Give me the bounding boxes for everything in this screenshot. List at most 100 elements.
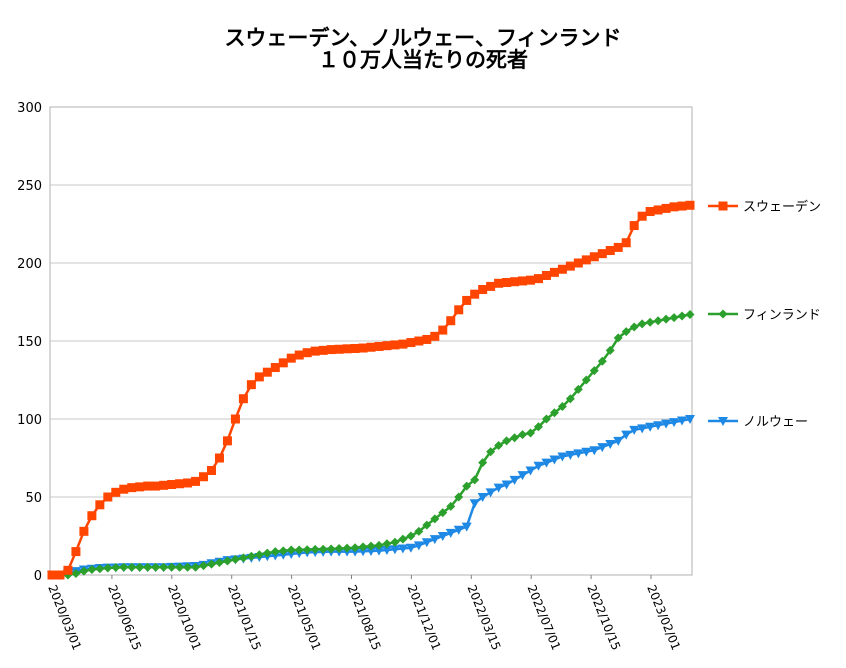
chart-title-line-2: １０万人当たりの死者 [318, 48, 528, 72]
data-point [462, 481, 472, 491]
data-point [167, 562, 177, 572]
data-point [589, 366, 599, 376]
legend-label: フィンランド [743, 308, 821, 323]
data-point [199, 561, 209, 571]
data-point [143, 562, 153, 572]
data-point [454, 492, 464, 502]
legend-entry: スウェーデン [708, 199, 821, 215]
data-point [645, 317, 655, 327]
x-axis-ticks: 2020/03/01 2020/06/15 2020/10/01 2021/01/15… [45, 575, 683, 652]
data-point [430, 331, 440, 341]
data-point [238, 553, 248, 563]
data-point [486, 281, 496, 291]
data-point [549, 408, 559, 418]
data-point [406, 338, 416, 348]
data-point [390, 537, 400, 547]
data-point [637, 319, 647, 329]
data-point [581, 447, 592, 457]
data-point [95, 564, 105, 574]
data-point [214, 558, 224, 568]
data-point [87, 511, 97, 521]
data-point [63, 565, 73, 575]
data-point [191, 562, 201, 572]
data-point [573, 258, 583, 268]
data-point [502, 436, 512, 446]
data-point [573, 449, 584, 459]
data-point [286, 353, 296, 363]
data-point [430, 514, 440, 524]
data-point [199, 472, 209, 482]
data-point [605, 246, 615, 256]
data-point [302, 545, 312, 555]
data-point [389, 545, 400, 555]
data-point [645, 207, 655, 217]
data-point [470, 289, 480, 299]
data-point [382, 539, 392, 549]
data-point [151, 481, 161, 491]
x-tick-label: 2022/03/15 [465, 583, 504, 652]
data-point [557, 402, 567, 412]
data-point [397, 544, 408, 554]
data-point [159, 480, 169, 490]
data-point [549, 267, 559, 277]
data-point [167, 480, 177, 490]
data-point [302, 348, 312, 358]
legend-label: ノルウェー [743, 415, 808, 430]
series-group [47, 200, 695, 580]
y-axis-ticks: 0 50 100 150 200 250 300 [17, 101, 42, 584]
y-tick-label: 150 [17, 335, 42, 350]
data-point [79, 526, 89, 536]
data-point [175, 562, 185, 572]
data-point [653, 421, 664, 431]
data-point [71, 568, 81, 578]
data-point [469, 499, 480, 509]
data-point [526, 428, 535, 438]
data-point [669, 418, 680, 428]
data-point [47, 570, 57, 580]
data-point [183, 562, 193, 572]
data-point [677, 311, 687, 321]
data-point [381, 546, 392, 556]
data-point [462, 295, 472, 305]
data-point [318, 345, 328, 355]
data-point [405, 543, 416, 553]
data-point [629, 221, 639, 231]
data-point [151, 562, 161, 572]
data-point [613, 436, 624, 446]
data-point [573, 384, 583, 394]
data-point [262, 548, 272, 558]
data-point [278, 358, 288, 368]
data-point [398, 534, 408, 544]
data-point [230, 414, 240, 424]
y-tick-label: 100 [17, 413, 42, 428]
data-point [454, 305, 464, 315]
data-point [605, 345, 615, 355]
data-point [366, 342, 376, 352]
data-point [390, 340, 400, 350]
data-point [485, 488, 496, 498]
data-point [557, 264, 567, 274]
data-point [119, 484, 129, 494]
legend-swatch-marker [718, 417, 728, 426]
data-point [159, 562, 169, 572]
x-tick-label: 2020/06/15 [105, 583, 144, 652]
data-point [438, 508, 448, 518]
data-point [677, 416, 688, 426]
series-1 [47, 309, 695, 580]
data-point [661, 203, 671, 213]
y-tick-label: 250 [17, 179, 42, 194]
data-point [621, 238, 631, 248]
data-point [413, 541, 424, 551]
legend-swatch-marker [718, 201, 728, 211]
data-point [533, 422, 543, 432]
data-point [613, 242, 623, 252]
data-point [382, 341, 392, 351]
data-point [326, 345, 336, 355]
data-point [429, 535, 440, 545]
data-point [207, 465, 216, 475]
data-point [477, 493, 488, 502]
data-point [438, 325, 448, 335]
data-point [358, 547, 369, 557]
y-tick-label: 0 [34, 569, 42, 584]
data-point [421, 538, 432, 548]
